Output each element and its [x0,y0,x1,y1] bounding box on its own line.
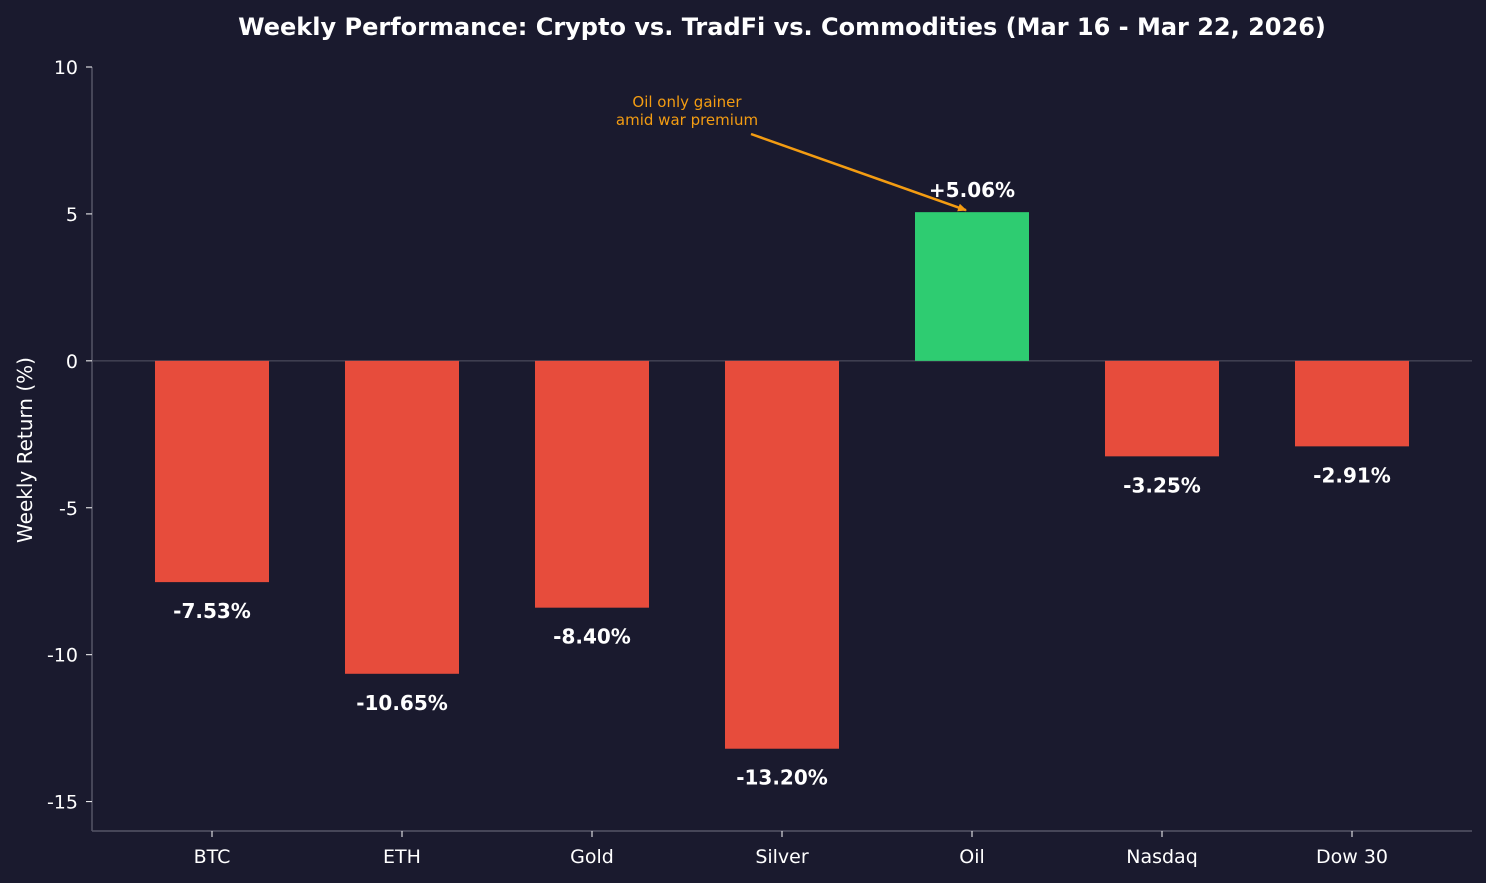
x-ticks-layer: BTC ETH Gold Silver Oil Nasdaq Dow 30 [194,831,1388,868]
annotation-line: amid war premium [616,111,758,129]
y-tick-label: -10 [47,645,78,667]
bar-silver [725,360,839,749]
bar-dow-30 [1295,360,1409,447]
annotation-arrow [750,132,967,212]
bar-btc [155,360,269,583]
y-tick-label: 0 [66,351,78,373]
value-label-silver: -13.20% [736,766,828,790]
x-tick-label-nasdaq: Nasdaq [1126,846,1198,868]
x-tick-label-gold: Gold [570,846,614,868]
value-labels-layer: -7.53% -10.65% -8.40% -13.20% +5.06% -3.25% -2… [173,178,1391,790]
y-tick-label: -15 [47,792,78,814]
value-label-oil: +5.06% [929,178,1015,202]
x-tick-label-silver: Silver [755,846,809,868]
chart-title: Weekly Performance: Crypto vs. TradFi vs… [238,13,1326,41]
bar-oil [915,212,1029,361]
value-label-btc: -7.53% [173,599,251,623]
y-axis-title: Weekly Return (%) [13,357,37,543]
y-tick-label: -5 [59,498,78,520]
annotation-line: Oil only gainer [632,93,742,111]
annotation-text: Oil only gainer amid war premium [616,93,758,129]
bar-gold [535,360,649,608]
value-label-dow-30: -2.91% [1313,463,1391,487]
y-ticks-layer: 10 5 0 -5 -10 -15 [47,57,92,814]
annotation-layer: Oil only gainer amid war premium [616,93,967,212]
value-label-gold: -8.40% [553,625,631,649]
y-tick-label: 5 [66,204,78,226]
x-tick-label-btc: BTC [194,846,231,868]
x-tick-label-eth: ETH [383,846,421,868]
bar-nasdaq [1105,360,1219,457]
bars-layer [155,212,1409,749]
bar-eth [345,360,459,674]
x-tick-label-oil: Oil [959,846,985,868]
x-tick-label-dow-30: Dow 30 [1316,846,1388,868]
value-label-eth: -10.65% [356,691,448,715]
y-tick-label: 10 [54,57,78,79]
value-label-nasdaq: -3.25% [1123,473,1201,497]
